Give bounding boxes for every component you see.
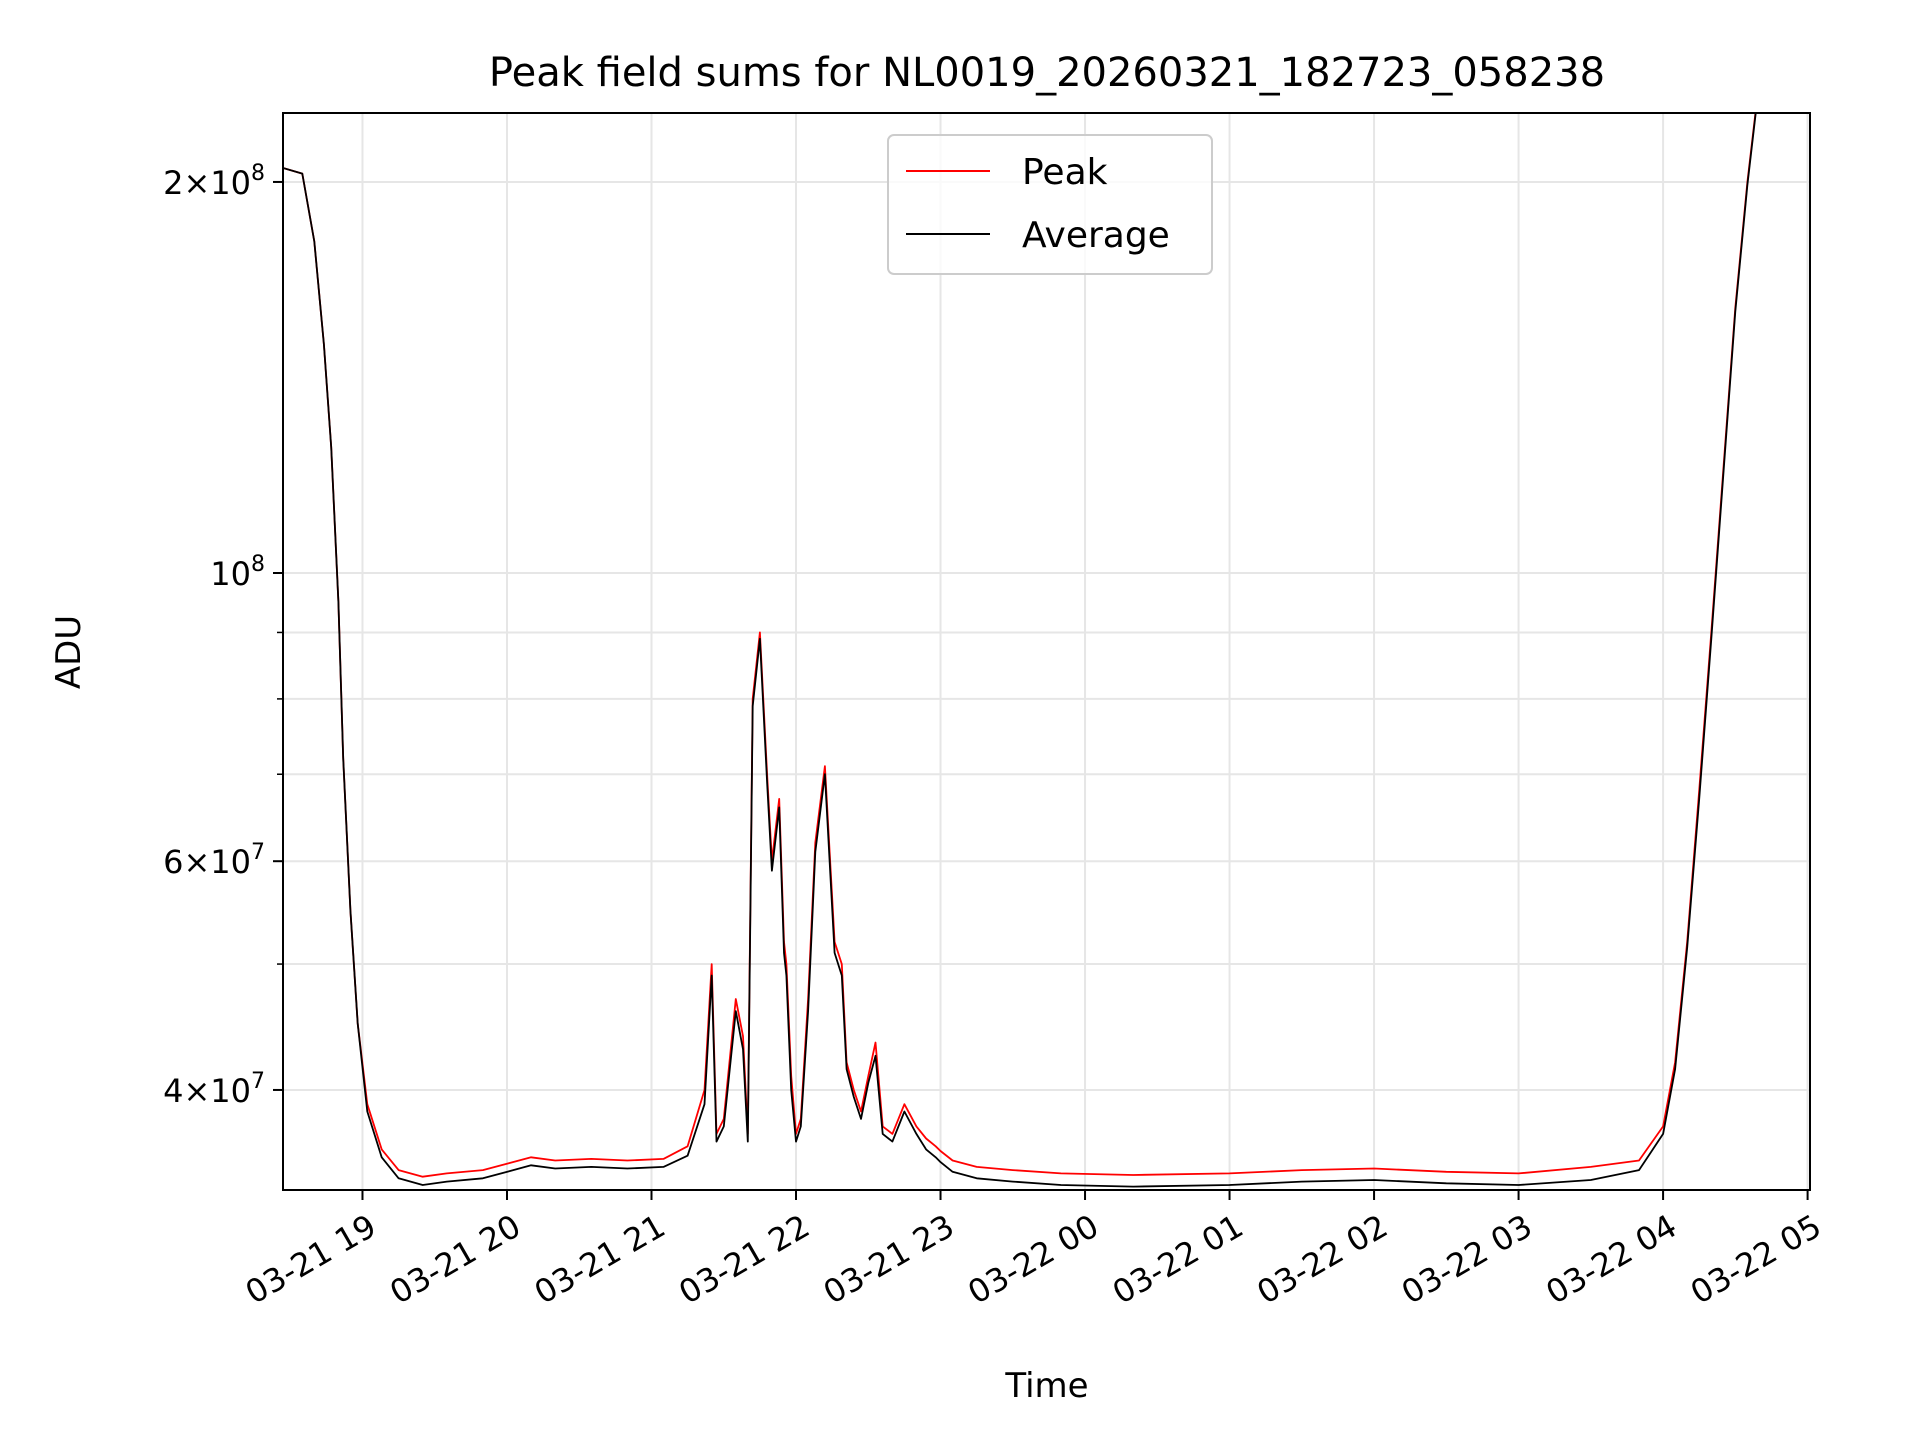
y-tick-exponent: 7 bbox=[251, 840, 265, 865]
y-tick-base: 10 bbox=[210, 1072, 251, 1110]
legend-label-peak: Peak bbox=[1022, 152, 1108, 193]
legend-label-average: Average bbox=[1022, 215, 1170, 256]
y-tick-times: × bbox=[183, 843, 210, 881]
y-tick-exponent: 8 bbox=[251, 552, 265, 577]
legend-box bbox=[887, 134, 1213, 275]
y-tick-mantissa: 2 bbox=[163, 164, 183, 202]
plot-frame bbox=[282, 112, 1811, 1191]
y-tick-exponent: 7 bbox=[251, 1069, 265, 1094]
y-tick-base: 10 bbox=[210, 555, 251, 593]
y-tick-mantissa: 6 bbox=[163, 843, 183, 881]
y-tick-times: × bbox=[183, 164, 210, 202]
y-tick-label: 108 bbox=[210, 552, 265, 593]
y-tick-label: 6×107 bbox=[163, 840, 265, 881]
chart-title: Peak field sums for NL0019_20260321_1827… bbox=[489, 50, 1605, 96]
y-tick-base: 10 bbox=[210, 164, 251, 202]
series-group bbox=[283, 113, 1757, 1188]
series-line-peak bbox=[283, 113, 1757, 1178]
y-tick-exponent: 8 bbox=[251, 161, 265, 186]
y-tick-mantissa: 4 bbox=[163, 1072, 183, 1110]
y-tick-label: 4×107 bbox=[163, 1069, 265, 1110]
series-line-average bbox=[283, 113, 1757, 1188]
y-tick-label: 2×108 bbox=[163, 161, 265, 202]
x-axis-label: Time bbox=[1004, 1366, 1088, 1406]
y-axis-label: ADU bbox=[49, 615, 89, 689]
y-tick-times: × bbox=[183, 1072, 210, 1110]
legend: Peak Average bbox=[887, 134, 1213, 275]
y-tick-base: 10 bbox=[210, 843, 251, 881]
